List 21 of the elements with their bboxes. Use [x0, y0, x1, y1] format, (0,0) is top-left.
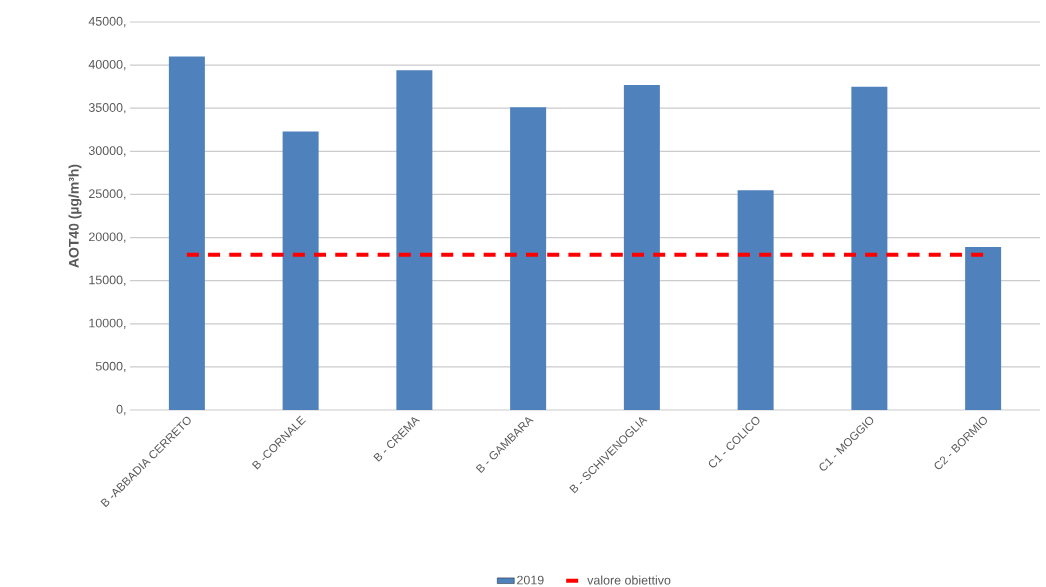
y-tick-label: 20000, [89, 232, 126, 243]
bar [282, 131, 319, 410]
bar [396, 70, 433, 410]
bar [510, 107, 547, 410]
y-tick-label: 25000, [89, 189, 126, 200]
y-tick-label: 45000, [88, 16, 126, 28]
y-axis-title: AOT40 (µg/m³h) [68, 164, 82, 268]
y-tick-label: 15000, [89, 275, 126, 286]
bar [965, 247, 1002, 410]
y-tick-label: 35000, [88, 103, 126, 114]
bar [168, 56, 205, 410]
legend-label: valore obiettivo [587, 575, 671, 585]
y-tick-label: 0, [116, 404, 126, 416]
y-tick-label: 5000, [95, 361, 126, 373]
legend-label: 2019 [517, 575, 544, 585]
y-tick-label: 30000, [88, 146, 126, 157]
bar [851, 86, 888, 410]
bar [623, 84, 660, 410]
y-tick-label: 40000, [88, 59, 126, 71]
y-tick-label: 10000, [89, 318, 126, 329]
bar [737, 190, 774, 410]
